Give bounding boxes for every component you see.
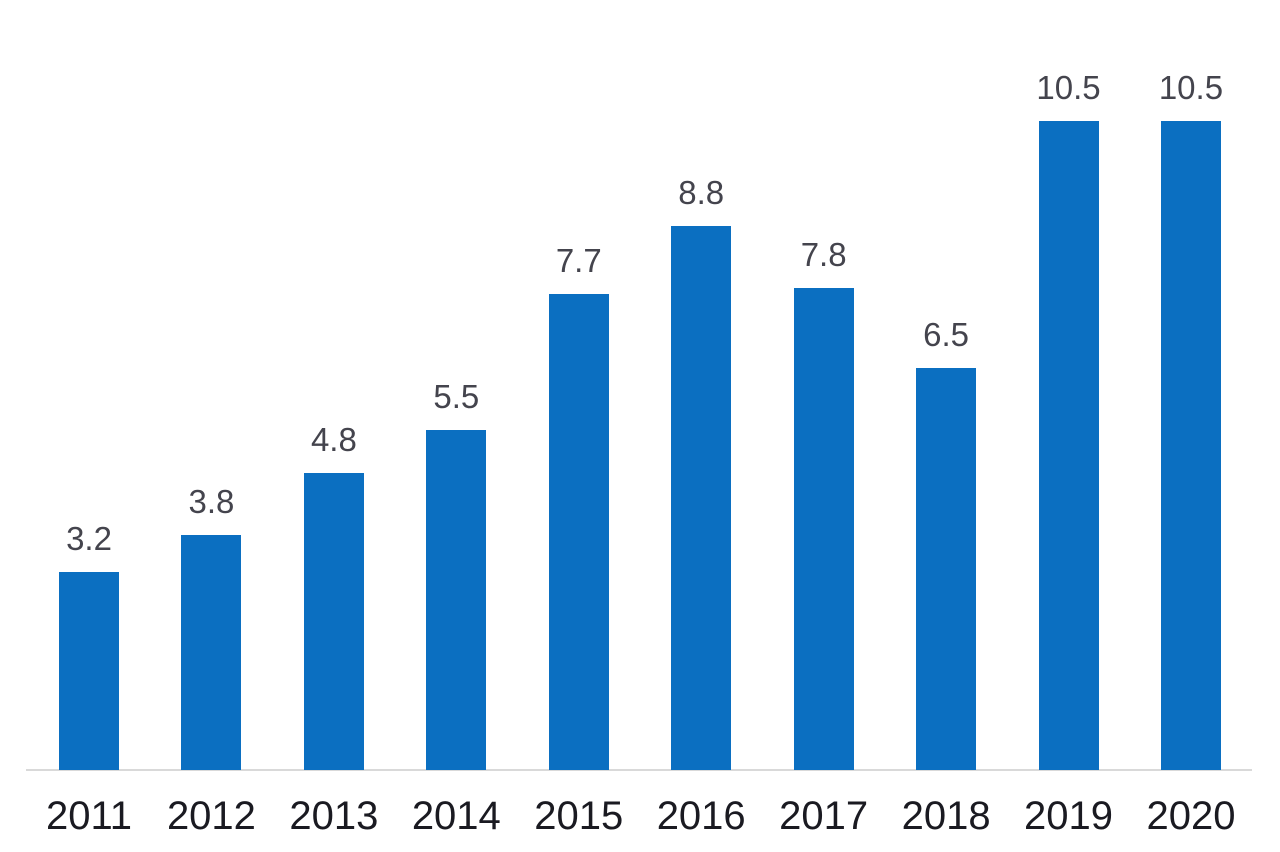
category-label-2015: 2015 xyxy=(534,794,624,838)
value-label-2018: 6.5 xyxy=(923,316,970,353)
category-label-2018: 2018 xyxy=(901,794,991,838)
category-label-2019: 2019 xyxy=(1024,794,1113,838)
category-label-2013: 2013 xyxy=(289,794,379,838)
category-label-2016: 2016 xyxy=(656,794,746,838)
bar-2017 xyxy=(793,288,854,770)
bar-2019 xyxy=(1038,121,1099,770)
bar-2015 xyxy=(548,294,609,770)
value-label-2014: 5.5 xyxy=(433,378,480,415)
bar-2013 xyxy=(303,473,364,770)
category-label-2020: 2020 xyxy=(1146,794,1236,838)
bar-2012 xyxy=(181,535,242,770)
value-label-2012: 3.8 xyxy=(188,483,235,520)
category-label-2014: 2014 xyxy=(411,794,501,838)
bar-2020 xyxy=(1160,121,1221,770)
category-label-2012: 2012 xyxy=(166,794,256,838)
value-label-2013: 4.8 xyxy=(310,421,357,458)
bar-2011 xyxy=(59,572,119,770)
bar-2014 xyxy=(426,430,487,770)
value-label-2019: 10.5 xyxy=(1036,69,1101,106)
value-label-2020: 10.5 xyxy=(1158,69,1224,106)
value-label-2017: 7.8 xyxy=(800,236,847,273)
value-label-2015: 7.7 xyxy=(555,242,602,279)
category-label-2017: 2017 xyxy=(779,794,869,838)
value-label-2016: 8.8 xyxy=(678,174,725,211)
bar-2016 xyxy=(671,226,732,770)
category-label-2011: 2011 xyxy=(45,794,132,838)
bar-2018 xyxy=(916,368,977,770)
value-label-2011: 3.2 xyxy=(66,520,112,557)
x-axis-line xyxy=(26,769,1252,771)
